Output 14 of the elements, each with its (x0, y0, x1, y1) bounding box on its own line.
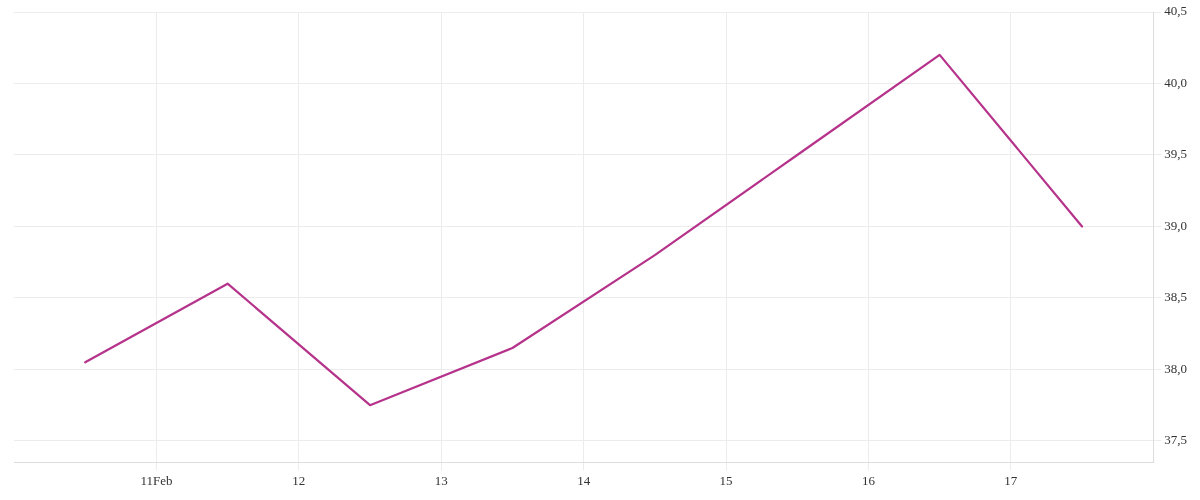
x-tick-label: 17 (1004, 472, 1018, 488)
x-tick-label: 12 (292, 472, 306, 488)
y-tick-label: 40,0 (1164, 74, 1187, 90)
y-tick-label: 38,0 (1164, 360, 1187, 376)
x-tick-label: 14 (577, 472, 591, 488)
y-tick-label: 39,0 (1164, 217, 1187, 233)
x-tick-label: 16 (861, 472, 876, 488)
y-tick-label: 39,5 (1164, 146, 1187, 162)
x-tick-label: 11Feb (140, 472, 173, 488)
y-tick-label: 38,5 (1164, 289, 1187, 305)
x-tick-label: 13 (434, 472, 448, 488)
y-tick-label: 37,5 (1164, 432, 1187, 448)
y-tick-label: 40,5 (1164, 3, 1187, 19)
x-tick-label: 15 (719, 472, 733, 488)
